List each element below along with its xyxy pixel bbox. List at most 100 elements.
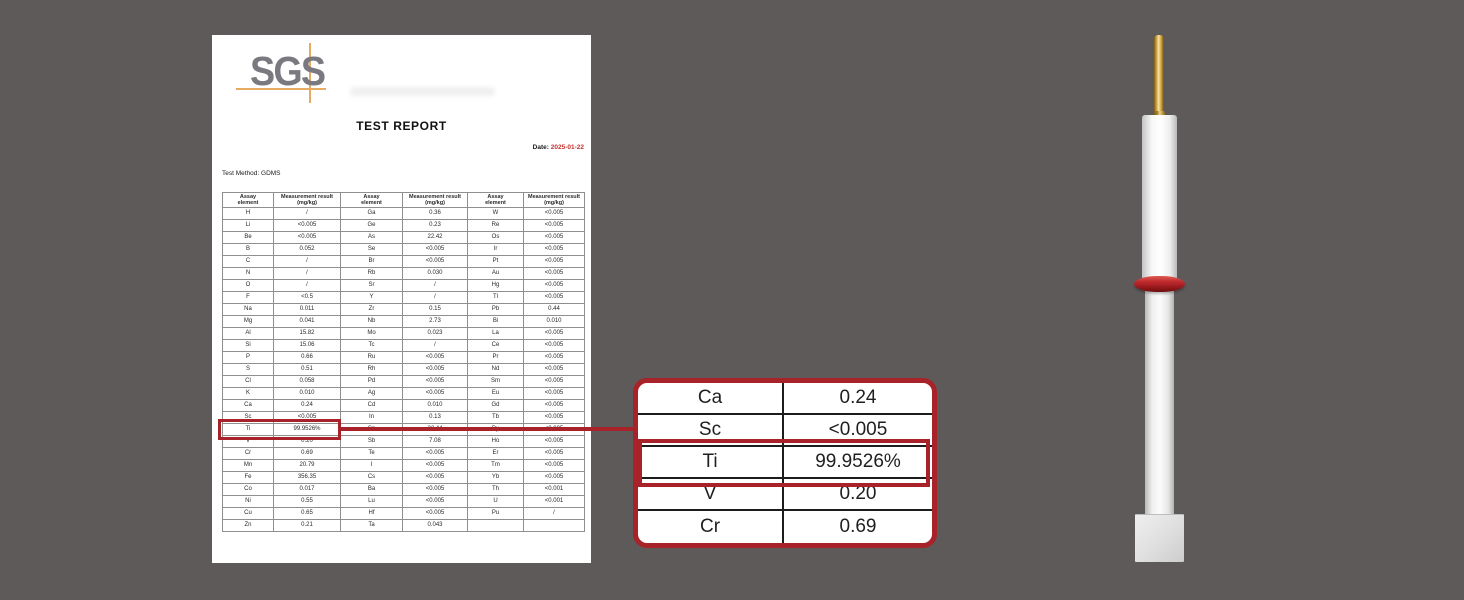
table-cell: <0.005 (523, 435, 585, 448)
table-header-cell: Measurement result (mg/kg) (402, 192, 468, 208)
table-cell: <0.005 (523, 279, 585, 292)
table-cell: 0.043 (402, 519, 468, 532)
gray-base-block (1135, 514, 1184, 562)
table-header-cell: Assay element (467, 192, 524, 208)
table-cell: Ru (340, 351, 403, 364)
magnified-callout-table: Ca 0.24 Sc <0.005 Ti 99.9526% V 0.20 Cr 0.69 (633, 378, 937, 548)
table-cell: Gd (467, 399, 524, 412)
table-cell: Be (222, 231, 274, 244)
table-cell: As (340, 231, 403, 244)
table-cell: 356.35 (273, 471, 341, 484)
test-method-line: Test Method: GDMS (222, 170, 281, 177)
table-cell: <0.005 (402, 363, 468, 376)
table-cell: 0.041 (273, 315, 341, 328)
sgs-logo-vertical-line (309, 43, 311, 103)
callout-element-label: Sc (638, 415, 784, 445)
table-cell: <0.005 (523, 411, 585, 424)
table-cell: 0.017 (273, 483, 341, 496)
table-cell: U (467, 495, 524, 508)
table-cell: Mo (340, 327, 403, 340)
table-cell: <0.005 (402, 243, 468, 256)
table-cell: In (340, 411, 403, 424)
table-cell: Pd (340, 375, 403, 388)
table-cell: Lu (340, 495, 403, 508)
callout-element-value: 0.24 (839, 387, 877, 408)
table-cell: / (402, 339, 468, 352)
report-ti-highlight-box (218, 419, 341, 440)
table-cell: <0.005 (402, 459, 468, 472)
table-cell: Pr (467, 351, 524, 364)
table-cell: Hf (340, 507, 403, 520)
table-cell: B (222, 243, 274, 256)
report-table-header-row: Assay element Measurement result (mg/kg) Ass… (222, 192, 585, 208)
table-cell: Fe (222, 471, 274, 484)
table-row: Sc <0.005 In 0.13 Tb <0.005 (222, 411, 585, 424)
table-cell: <0.001 (523, 495, 585, 508)
callout-row: Ti 99.9526% (638, 447, 932, 479)
table-header-cell: Measurement result (mg/kg) (523, 192, 585, 208)
table-cell: Re (467, 219, 524, 232)
callout-element-value: <0.005 (828, 419, 888, 440)
table-cell: Na (222, 303, 274, 316)
gold-pin-connector (1154, 35, 1164, 119)
table-row: Cl 0.058 Pd <0.005 Sm <0.005 (222, 375, 585, 388)
table-cell: <0.005 (523, 267, 585, 280)
table-cell: 15.06 (273, 339, 341, 352)
table-cell: S (222, 363, 274, 376)
table-cell: 0.66 (273, 351, 341, 364)
table-header-cell: Assay element (222, 192, 274, 208)
table-cell: <0.005 (402, 507, 468, 520)
table-cell: <0.005 (523, 375, 585, 388)
report-date-label: Date: (532, 144, 549, 151)
table-cell: <0.005 (523, 363, 585, 376)
table-cell: Cs (340, 471, 403, 484)
table-cell: / (402, 279, 468, 292)
table-cell: Sr (340, 279, 403, 292)
table-cell: <0.005 (523, 243, 585, 256)
table-cell: Ba (340, 483, 403, 496)
callout-ti-highlight-box (638, 439, 930, 487)
table-cell: Ta (340, 519, 403, 532)
table-row: P 0.66 Ru <0.005 Pr <0.005 (222, 351, 585, 364)
table-cell: Cr (222, 447, 274, 460)
table-cell: <0.005 (402, 351, 468, 364)
table-cell: Tb (467, 411, 524, 424)
table-row: Fe 356.35 Cs <0.005 Yb <0.005 (222, 471, 585, 484)
table-cell: F (222, 291, 274, 304)
table-cell: Ni (222, 495, 274, 508)
table-header-cell: Assay element (340, 192, 403, 208)
table-cell: Al (222, 327, 274, 340)
table-cell: <0.005 (402, 483, 468, 496)
table-cell: Ho (467, 435, 524, 448)
table-cell: 0.010 (273, 387, 341, 400)
callout-element-label: Cr (638, 511, 784, 543)
table-cell: Rb (340, 267, 403, 280)
table-row: C / Br <0.005 Pt <0.005 (222, 255, 585, 268)
table-cell: Pt (467, 255, 524, 268)
table-row: F <0.5 Y / Tl <0.005 (222, 291, 585, 304)
white-lower-rod (1145, 289, 1174, 515)
table-cell: <0.005 (402, 447, 468, 460)
table-cell: Bi (467, 315, 524, 328)
table-cell: Nb (340, 315, 403, 328)
table-cell: 22.42 (402, 231, 468, 244)
table-cell: <0.005 (402, 255, 468, 268)
table-cell: 0.44 (523, 303, 585, 316)
table-cell: Tm (467, 459, 524, 472)
callout-connector-line (341, 427, 635, 431)
test-report-document: SGS TEST REPORT Date: 2025-01-22 Test Me… (212, 35, 591, 563)
table-cell: <0.005 (523, 471, 585, 484)
table-cell: 0.010 (523, 315, 585, 328)
table-cell (523, 519, 585, 532)
table-cell: O (222, 279, 274, 292)
table-cell: W (467, 207, 524, 220)
table-cell: <0.005 (523, 459, 585, 472)
table-cell: / (273, 279, 341, 292)
report-title: TEST REPORT (356, 119, 447, 133)
callout-rows: Ca 0.24 Sc <0.005 Ti 99.9526% V 0.20 Cr 0.69 (638, 383, 932, 543)
table-row: Na 0.011 Zr 0.15 Pb 0.44 (222, 303, 585, 316)
table-cell: 0.023 (402, 327, 468, 340)
sgs-logo: SGS (236, 43, 328, 105)
table-cell: Sb (340, 435, 403, 448)
table-cell: Ge (340, 219, 403, 232)
